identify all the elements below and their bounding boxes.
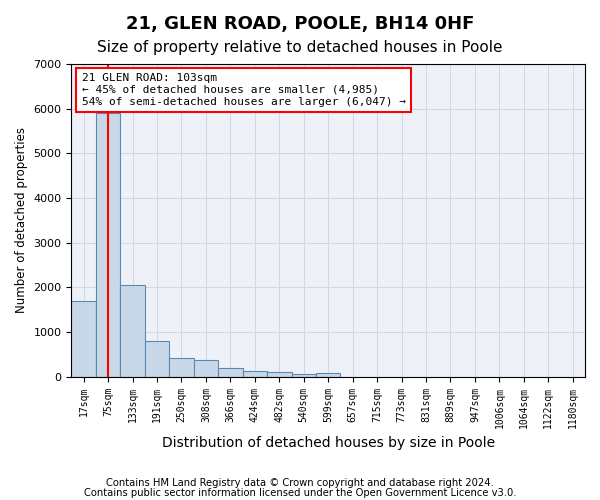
Y-axis label: Number of detached properties: Number of detached properties [15,128,28,314]
X-axis label: Distribution of detached houses by size in Poole: Distribution of detached houses by size … [161,436,495,450]
Text: 21 GLEN ROAD: 103sqm
← 45% of detached houses are smaller (4,985)
54% of semi-de: 21 GLEN ROAD: 103sqm ← 45% of detached h… [82,74,406,106]
Bar [96,113,121,377]
Bar [292,374,316,377]
Bar [121,285,145,377]
Bar [194,360,218,377]
Bar [71,301,96,377]
Bar [145,341,169,377]
Bar [242,371,267,377]
Text: 21, GLEN ROAD, POOLE, BH14 0HF: 21, GLEN ROAD, POOLE, BH14 0HF [126,15,474,33]
Text: Contains public sector information licensed under the Open Government Licence v3: Contains public sector information licen… [84,488,516,498]
Bar [267,372,292,377]
Bar [218,368,242,377]
Text: Contains HM Land Registry data © Crown copyright and database right 2024.: Contains HM Land Registry data © Crown c… [106,478,494,488]
Bar [169,358,194,377]
Text: Size of property relative to detached houses in Poole: Size of property relative to detached ho… [97,40,503,55]
Bar [316,373,340,377]
